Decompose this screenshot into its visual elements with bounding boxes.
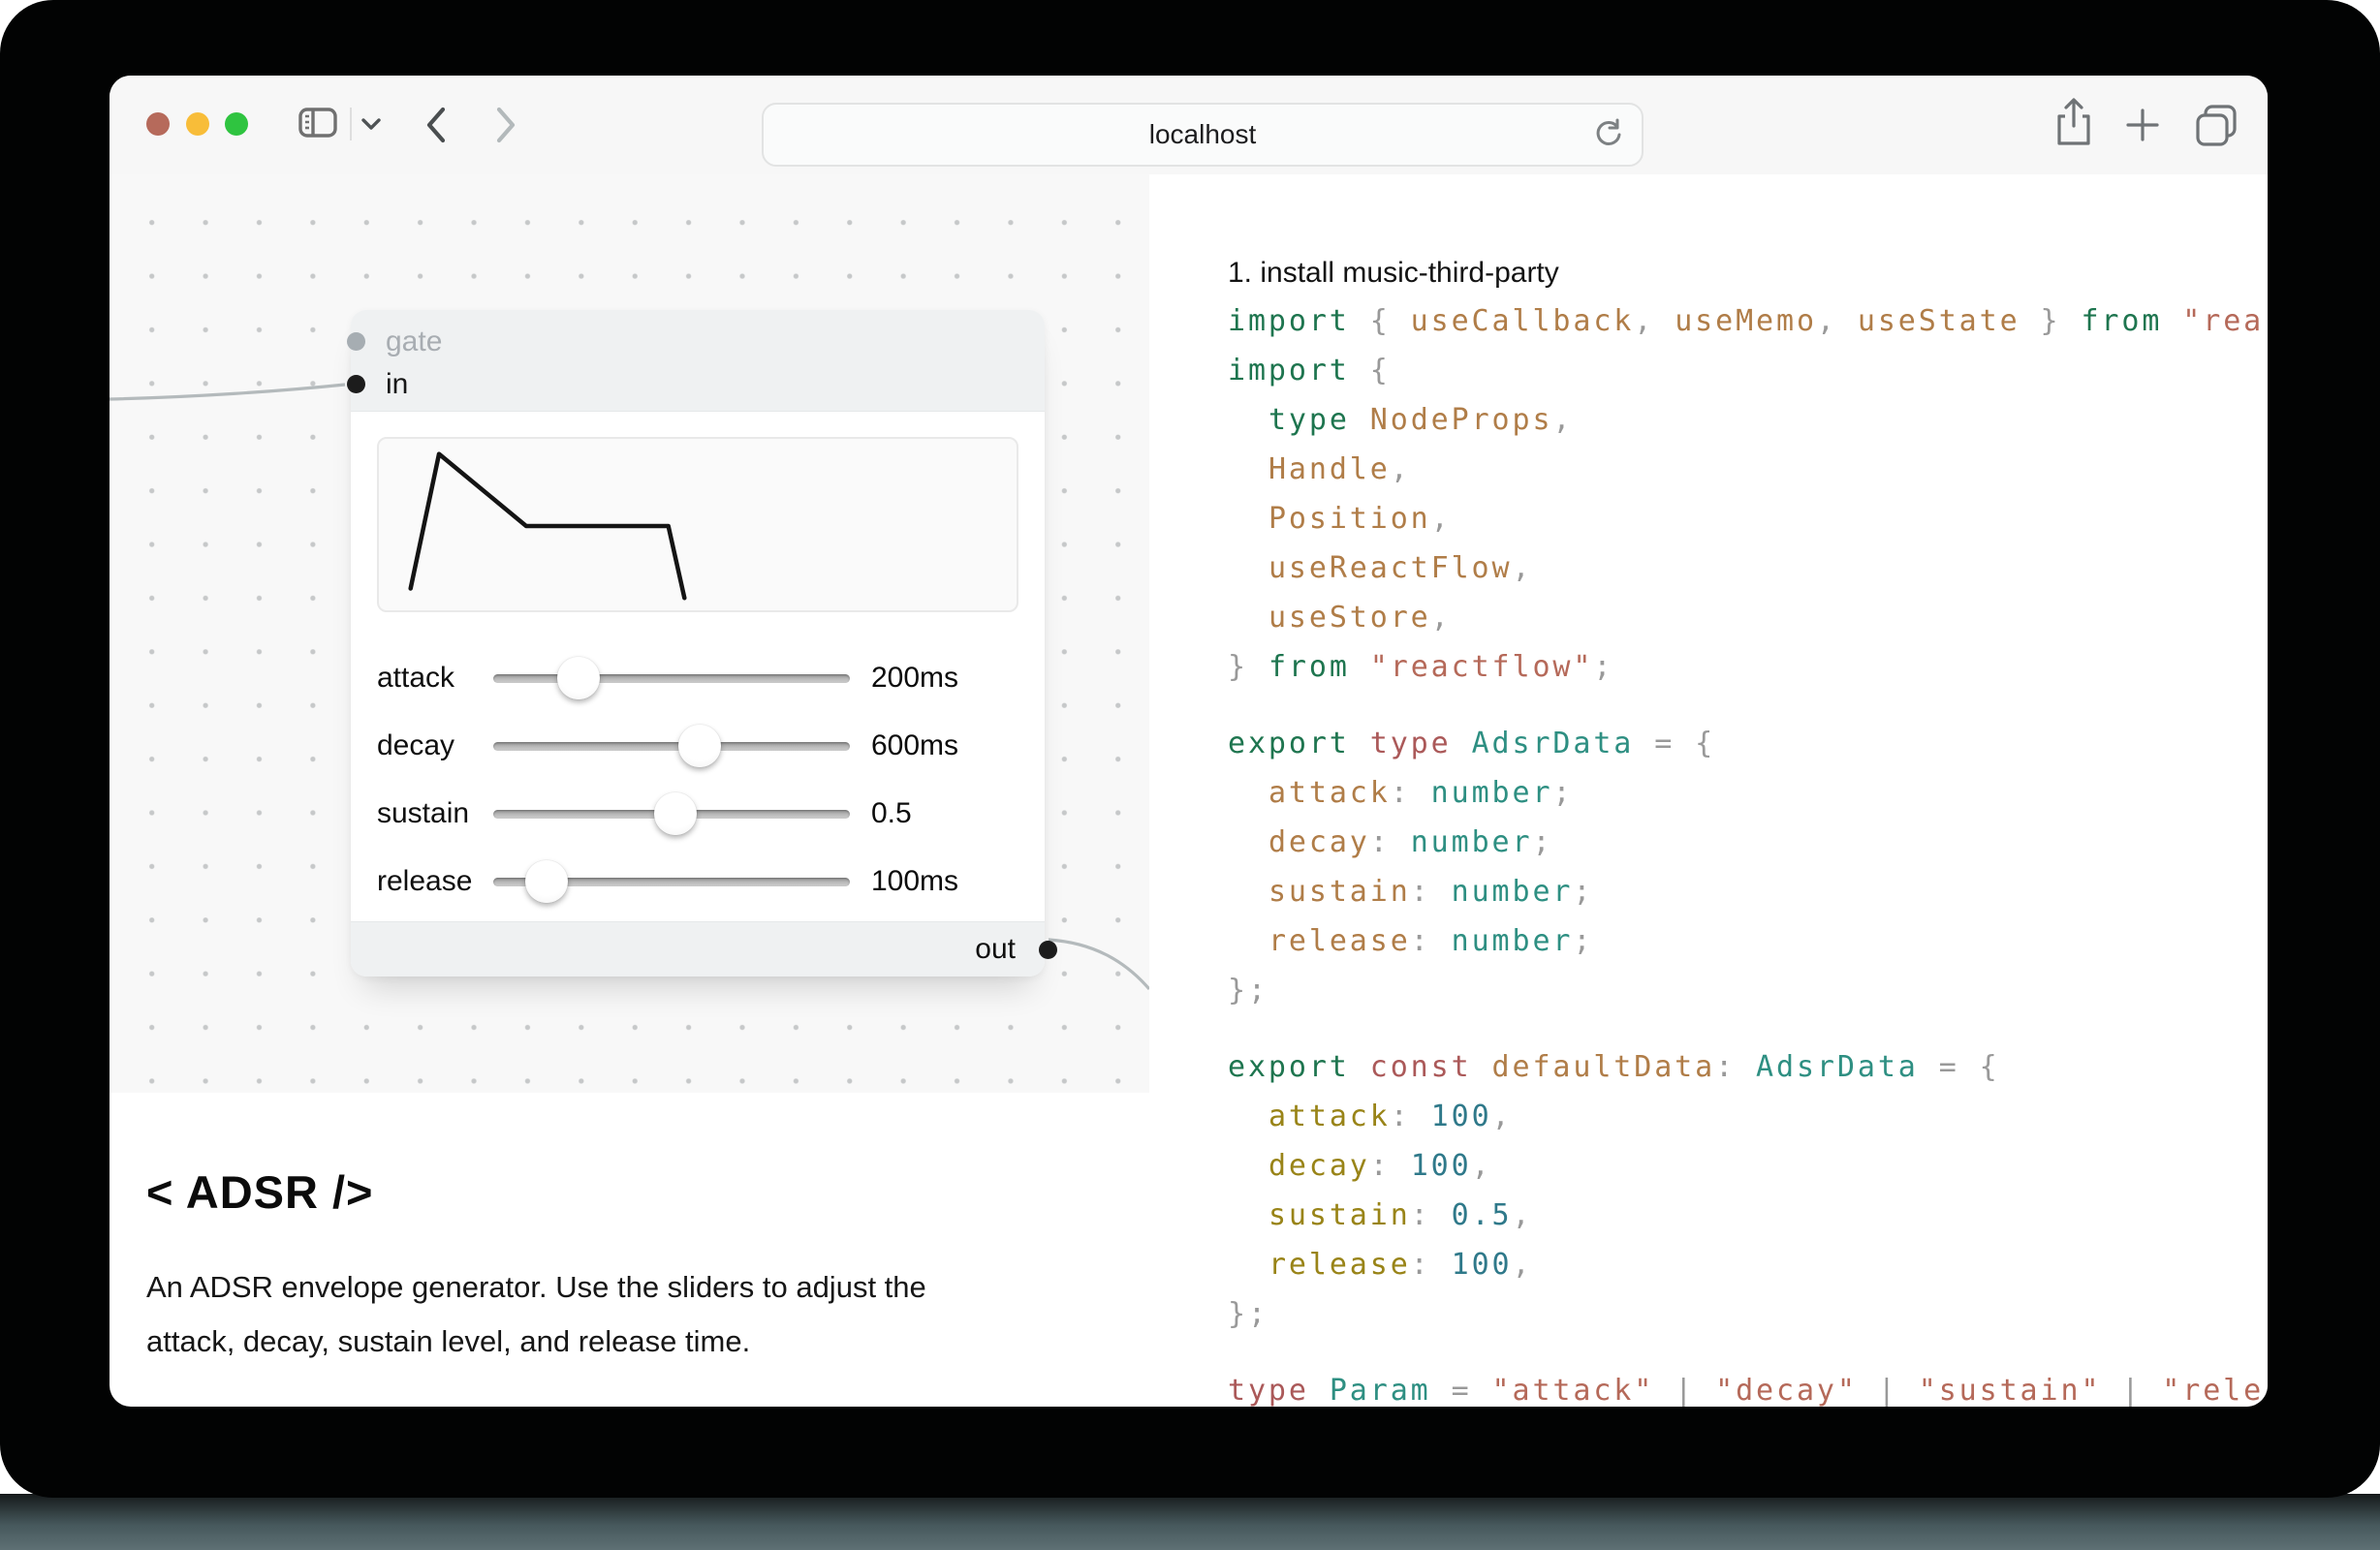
slider-row-decay: decay 600ms [351, 712, 1045, 780]
adsr-node[interactable]: gate in attack 200ms decay 600ms sustain 0.5 r… [347, 310, 1057, 976]
slider-value: 200ms [871, 662, 959, 694]
code-line [1228, 1339, 2268, 1366]
gate-port-handle[interactable] [347, 332, 365, 351]
minimize-button[interactable] [186, 112, 209, 136]
slider-track[interactable] [493, 878, 850, 886]
adsr-node-footer: out [351, 921, 1057, 976]
port-row-in: in [386, 365, 408, 404]
component-title: < ADSR /> [146, 1166, 374, 1218]
adsr-node-header[interactable]: gate in [347, 310, 1045, 412]
slider-thumb[interactable] [557, 657, 601, 699]
slider-sustain[interactable] [493, 792, 850, 835]
slider-row-release: release 100ms [351, 848, 1045, 915]
chevron-down-icon[interactable] [360, 116, 383, 132]
code-block: import { useCallback, useMemo, useState … [1228, 296, 2268, 1407]
slider-decay[interactable] [493, 725, 850, 767]
slider-row-attack: attack 200ms [351, 644, 1045, 712]
flow-canvas[interactable]: gate in attack 200ms decay 600ms sustain 0.5 r… [110, 174, 1149, 1093]
slider-track[interactable] [493, 742, 850, 751]
zoom-button[interactable] [225, 112, 248, 136]
code-line [1228, 1015, 2268, 1042]
forward-button-icon[interactable] [491, 106, 520, 144]
address-bar[interactable]: localhost [762, 103, 1644, 167]
code-panel[interactable]: 1. install music-third-party import { us… [1149, 174, 2268, 1407]
slider-label: attack [377, 662, 455, 694]
bottom-noise-band [0, 1494, 2380, 1550]
envelope-graph [377, 437, 1018, 612]
code-line: sustain: 0.5, [1268, 1198, 1533, 1232]
slider-value: 600ms [871, 729, 959, 761]
envelope-curve [408, 451, 687, 601]
code-line: attack: number; [1268, 776, 1574, 810]
toolbar-divider [350, 108, 352, 140]
code-line: export type AdsrData = { [1228, 727, 1716, 760]
code-line: attack: 100, [1268, 1100, 1513, 1133]
slider-value: 0.5 [871, 797, 912, 829]
code-line: release: 100, [1268, 1248, 1533, 1282]
out-port-label: out [975, 933, 1016, 965]
sidebar-toggle-icon[interactable] [298, 108, 337, 138]
code-line: useStore, [1268, 601, 1452, 635]
slider-thumb[interactable] [653, 792, 697, 835]
code-line: Handle, [1268, 452, 1411, 486]
code-line: import { useCallback, useMemo, useState … [1228, 304, 2265, 338]
gate-port-label: gate [386, 326, 443, 357]
slider-thumb[interactable] [678, 725, 722, 767]
code-line: import { [1228, 354, 1391, 388]
slider-label: sustain [377, 797, 470, 829]
description-line: An ADSR envelope generator. Use the slid… [146, 1270, 926, 1304]
code-line: type Param = "attack" | "decay" | "susta… [1228, 1374, 2265, 1407]
out-port-handle[interactable] [1039, 941, 1057, 959]
code-line: }; [1228, 974, 1268, 1008]
new-tab-icon[interactable] [2125, 108, 2160, 142]
code-line: decay: number; [1268, 825, 1553, 859]
slider-value: 100ms [871, 865, 959, 897]
share-icon[interactable] [2052, 95, 2095, 149]
slider-label: decay [377, 729, 455, 761]
port-row-gate: gate [386, 323, 442, 361]
code-step-heading: 1. install music-third-party [1228, 257, 1559, 289]
code-line: Position, [1268, 502, 1452, 536]
slider-release[interactable] [493, 860, 850, 903]
browser-toolbar: localhost [110, 76, 2268, 176]
url-text: localhost [1148, 119, 1257, 149]
slider-attack[interactable] [493, 657, 850, 699]
slider-row-sustain: sustain 0.5 [351, 780, 1045, 848]
code-line: type NodeProps, [1268, 403, 1574, 437]
component-description: An ADSR envelope generator. Use the slid… [146, 1260, 1115, 1369]
safari-window: localhost [110, 76, 2268, 1407]
tab-overview-icon[interactable] [2193, 101, 2243, 151]
slider-label: release [377, 865, 473, 897]
code-line [1228, 692, 2268, 719]
description-line: attack, decay, sustain level, and releas… [146, 1324, 751, 1358]
close-button[interactable] [146, 112, 170, 136]
slider-track[interactable] [493, 674, 850, 683]
code-line: release: number; [1268, 924, 1594, 958]
reload-icon[interactable] [1591, 117, 1626, 152]
slider-thumb[interactable] [525, 860, 569, 903]
back-button-icon[interactable] [422, 106, 451, 144]
in-port-handle[interactable] [347, 375, 365, 393]
code-line: }; [1228, 1297, 1268, 1331]
code-line: sustain: number; [1268, 875, 1594, 909]
code-line: decay: 100, [1268, 1149, 1492, 1183]
code-line: export const defaultData: AdsrData = { [1228, 1050, 2000, 1084]
in-port-label: in [386, 368, 409, 400]
code-line: } from "reactflow"; [1228, 650, 1614, 684]
code-line: useReactFlow, [1268, 551, 1533, 585]
